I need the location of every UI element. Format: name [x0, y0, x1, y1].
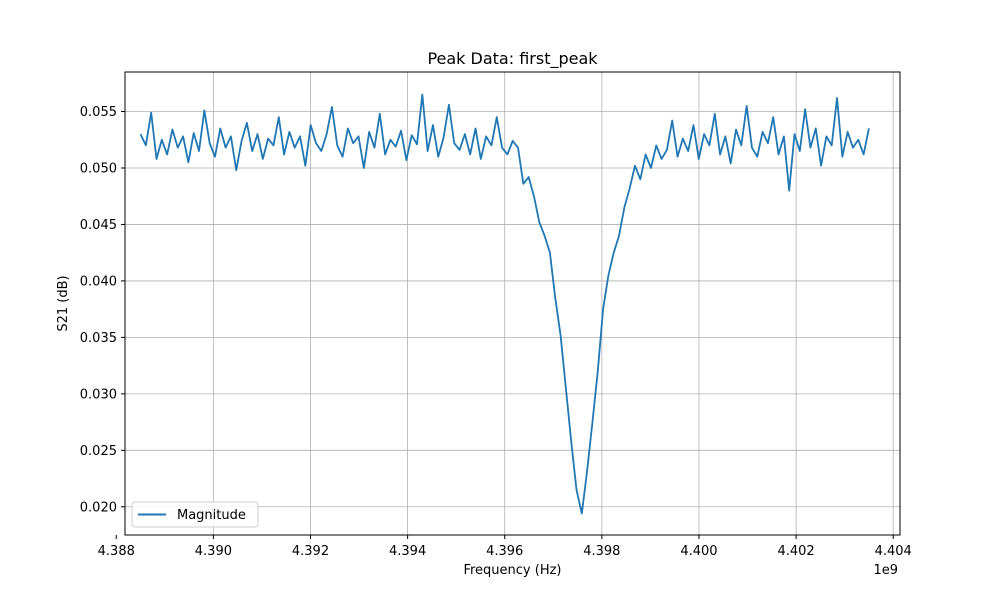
legend-entry-magnitude: Magnitude	[177, 508, 246, 523]
y-tick-label: 0.020	[80, 500, 117, 515]
y-tick-label: 0.035	[80, 331, 117, 346]
plot-frame	[124, 71, 901, 536]
y-axis-ticks: 0.020 0.025 0.030 0.035 0.040 0.045 0.050 0.055	[80, 105, 125, 515]
y-axis-label: S21 (dB)	[56, 275, 71, 331]
x-axis-offset-label: 1e9	[873, 563, 898, 578]
x-axis-label: Frequency (Hz)	[463, 563, 561, 578]
grid	[125, 72, 900, 535]
x-tick-label: 4.402	[777, 544, 814, 559]
legend: Magnitude	[131, 501, 259, 528]
y-tick-label: 0.030	[80, 387, 117, 402]
y-tick-label: 0.050	[80, 161, 117, 176]
chart-title: Peak Data: first_peak	[427, 49, 598, 69]
series-line-magnitude	[139, 93, 870, 515]
x-tick-label: 4.388	[98, 544, 135, 559]
y-tick-label: 0.025	[80, 444, 117, 459]
y-tick-label: 0.055	[80, 105, 117, 120]
y-tick-label: 0.045	[80, 218, 117, 233]
x-axis-ticks: 4.388 4.390 4.392 4.394 4.396 4.398 4.400 4.402…	[98, 535, 912, 559]
x-tick-label: 4.394	[389, 544, 426, 559]
y-tick-label: 0.040	[80, 274, 117, 289]
plot-area	[139, 93, 870, 515]
x-tick-label: 4.400	[680, 544, 717, 559]
x-tick-label: 4.398	[583, 544, 620, 559]
legend-box	[131, 501, 259, 528]
x-tick-label: 4.396	[486, 544, 523, 559]
x-tick-label: 4.390	[195, 544, 232, 559]
x-tick-label: 4.392	[292, 544, 329, 559]
x-tick-label: 4.404	[875, 544, 912, 559]
